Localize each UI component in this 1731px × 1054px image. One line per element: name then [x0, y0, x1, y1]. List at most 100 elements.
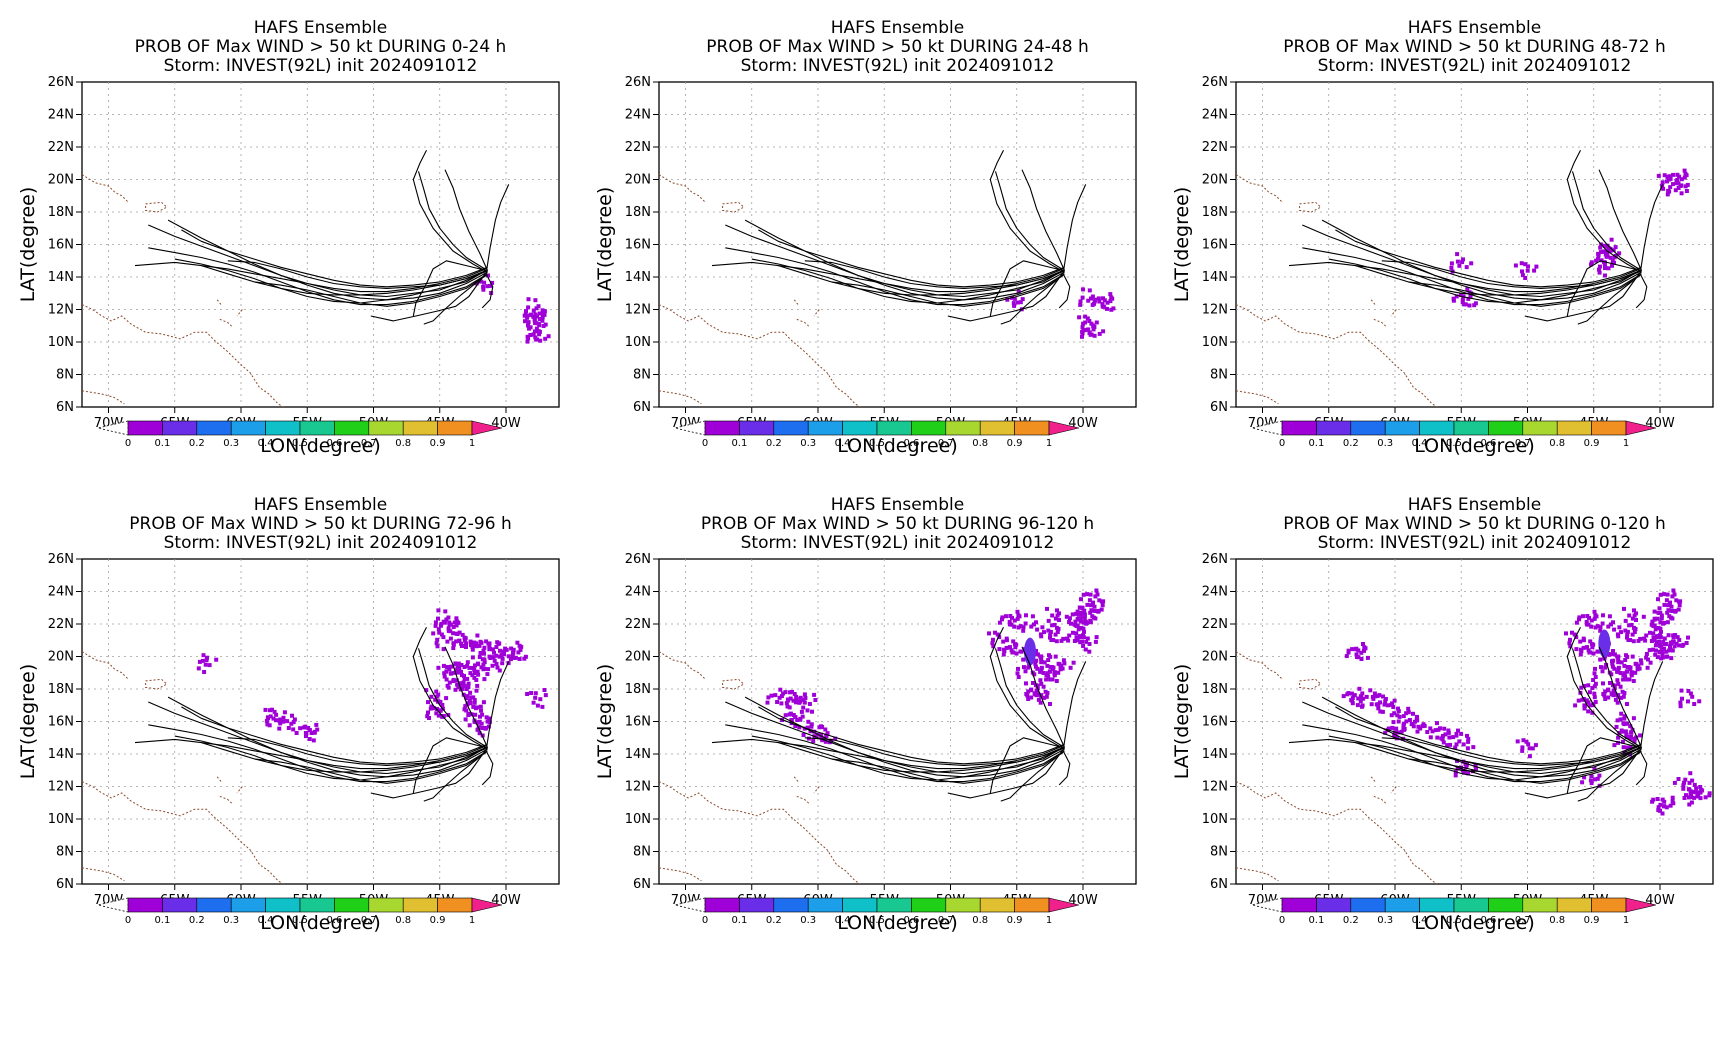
probability-pixel	[1447, 735, 1452, 740]
probability-pixel	[1615, 669, 1620, 674]
probability-pixel	[495, 665, 500, 670]
probability-pixel	[531, 314, 536, 319]
colorbar-segment	[739, 420, 775, 436]
ensemble-track	[989, 260, 1064, 317]
probability-pixel	[268, 708, 272, 713]
probability-pixel	[473, 671, 477, 675]
probability-pixel	[781, 691, 786, 696]
probability-pixel	[436, 665, 441, 670]
probability-pixel	[1671, 588, 1676, 593]
probability-pixel	[435, 644, 440, 649]
ensemble-track	[1408, 274, 1641, 307]
probability-pixel	[1697, 699, 1702, 704]
probability-pixel	[436, 616, 440, 621]
probability-pixel	[1633, 670, 1638, 675]
colorbar-label: 0.4	[835, 915, 851, 926]
y-tick-label: 24N	[625, 108, 651, 123]
probability-pixel	[1087, 288, 1092, 293]
probability-pixel	[1676, 777, 1681, 781]
probability-pixel	[1078, 619, 1083, 624]
probability-pixel	[1345, 692, 1350, 697]
probability-pixel	[1595, 649, 1600, 654]
probability-pixel	[537, 332, 542, 337]
probability-pixel	[533, 298, 538, 303]
probability-pixel	[441, 647, 446, 652]
ensemble-track	[751, 258, 1064, 304]
probability-pixel	[1611, 248, 1616, 253]
probability-pixel	[1039, 665, 1044, 670]
probability-pixel	[451, 625, 456, 629]
probability-pixel	[788, 696, 793, 701]
probability-pixel	[1032, 672, 1037, 677]
colorbar-segment	[1556, 420, 1592, 436]
probability-pixel	[1688, 792, 1693, 797]
ensemble-track	[778, 265, 1064, 293]
probability-pixel	[457, 667, 462, 671]
probability-pixel	[451, 642, 456, 647]
colorbar-segment	[1281, 420, 1317, 436]
probability-pixel	[1682, 175, 1687, 180]
probability-pixel	[1018, 300, 1023, 305]
probability-pixel	[1372, 694, 1377, 699]
probability-pixel	[1088, 592, 1093, 597]
probability-pixel	[1101, 329, 1106, 334]
probability-pixel	[1082, 629, 1086, 634]
probability-pixel	[1451, 735, 1456, 740]
probability-pixel	[1456, 728, 1460, 733]
probability-pixel	[1393, 726, 1398, 731]
probability-pixel	[463, 717, 468, 722]
probability-pixel	[1453, 745, 1458, 750]
probability-pixel	[263, 707, 268, 712]
probability-pixel	[470, 644, 475, 649]
probability-pixel	[1369, 702, 1374, 707]
probability-pixel	[1658, 808, 1662, 813]
probability-pixel	[459, 663, 464, 667]
probability-pixel	[1002, 649, 1007, 654]
coastline	[216, 776, 222, 782]
probability-pixel	[1650, 799, 1655, 804]
probability-pixel	[474, 281, 479, 286]
ensemble-track	[1062, 184, 1087, 274]
probability-pixel	[540, 315, 545, 320]
probability-pixel	[475, 662, 480, 667]
probability-pixel	[434, 694, 439, 699]
plot-content	[659, 588, 1106, 884]
probability-pixel	[1401, 726, 1406, 731]
probability-pixel	[434, 711, 439, 716]
probability-pixel	[1038, 678, 1043, 683]
probability-pixel	[1662, 647, 1666, 651]
probability-pixel	[1085, 636, 1090, 641]
probability-pixel	[1344, 654, 1349, 659]
y-tick-label: 24N	[48, 585, 74, 600]
probability-pixel	[1080, 614, 1085, 619]
probability-pixel	[805, 725, 810, 730]
probability-pixel	[1091, 324, 1096, 329]
probability-pixel	[1050, 677, 1055, 682]
y-tick-label: 18N	[1202, 205, 1228, 220]
colorbar-segment	[402, 420, 438, 436]
probability-pixel	[1619, 630, 1623, 635]
probability-pixel	[1454, 731, 1459, 736]
probability-pixel	[1666, 633, 1671, 638]
colorbar-segment	[911, 420, 947, 436]
probability-pixel	[1383, 697, 1388, 701]
probability-pixel	[817, 725, 822, 730]
probability-pixel	[1374, 702, 1379, 707]
probability-pixel	[1602, 262, 1607, 267]
probability-pixel	[777, 695, 782, 700]
colorbar-segment	[1591, 897, 1627, 913]
y-tick-label: 22N	[625, 140, 651, 155]
ensemble-track	[1335, 706, 1642, 765]
probability-pixel	[309, 731, 314, 735]
y-tick-label: 20N	[48, 173, 74, 188]
ensemble-track	[831, 274, 1064, 307]
panel-title-storm: Storm: INVEST(92L) init 2024091012	[164, 56, 478, 76]
ensemble-track	[1524, 747, 1642, 799]
probability-pixel	[1085, 316, 1090, 321]
probability-pixel	[1579, 685, 1584, 690]
probability-pixel	[1648, 630, 1652, 635]
coastline	[793, 776, 799, 782]
probability-pixel	[1093, 609, 1098, 613]
probability-pixel	[274, 712, 279, 717]
probability-pixel	[546, 334, 551, 339]
